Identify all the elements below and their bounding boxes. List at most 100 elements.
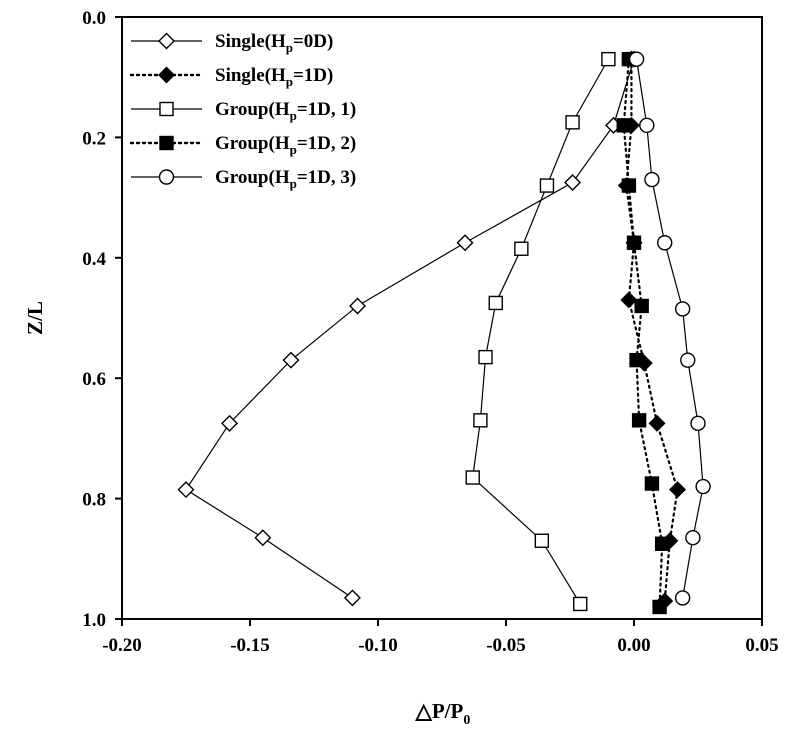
data-point-square-open <box>478 349 493 365</box>
legend-label-sub: p <box>286 74 293 89</box>
data-point-square-open <box>534 533 550 548</box>
data-point-square-open <box>514 241 529 256</box>
series-5 <box>628 51 711 606</box>
x-axis-title-main: △P/P <box>415 699 464 723</box>
legend-label-sub: p <box>286 40 293 55</box>
y-tick-label: 0.4 <box>82 249 106 270</box>
data-point-diamond-open <box>158 32 175 50</box>
data-point-square-filled <box>621 178 637 193</box>
data-point-diamond-filled <box>158 66 175 84</box>
x-tick-label: -0.05 <box>486 635 526 656</box>
y-tick-label: 0.6 <box>82 369 106 390</box>
y-tick-label: 1.0 <box>82 610 106 631</box>
y-tick-label: 0.8 <box>82 490 106 511</box>
data-point-square-filled <box>644 476 660 491</box>
legend-label-rest: =0D) <box>293 31 333 52</box>
data-point-circle-open <box>628 51 645 67</box>
data-point-circle-open <box>657 235 673 251</box>
data-point-diamond-open <box>343 589 361 607</box>
data-point-square-open <box>465 470 480 485</box>
series-line <box>625 58 679 603</box>
data-point-circle-open <box>695 478 711 495</box>
legend-label-main: Group(H <box>215 167 290 188</box>
legend-label: Group(Hp=1D, 3) <box>215 167 356 191</box>
legend-label: Group(Hp=1D, 1) <box>215 99 356 123</box>
legend-entry-3: Group(Hp=1D, 1) <box>131 99 356 123</box>
legend-label-sub: p <box>290 142 297 157</box>
series-3 <box>465 51 616 612</box>
legend-label-rest: =1D, 3) <box>297 167 356 188</box>
plot-frame <box>121 16 763 620</box>
x-axis-title: △P/P0 <box>415 699 471 728</box>
data-point-square-filled <box>631 413 647 428</box>
data-point-circle-open <box>639 117 655 134</box>
legend-label-main: Group(H <box>215 99 290 120</box>
data-point-diamond-open <box>282 351 300 369</box>
data-point-circle-open <box>644 171 660 188</box>
data-point-square-filled <box>616 118 631 133</box>
data-point-circle-open <box>690 415 706 432</box>
data-point-diamond-filled <box>648 414 666 432</box>
legend-label: Group(Hp=1D, 2) <box>215 133 356 157</box>
data-point-square-open <box>539 178 555 193</box>
series-line <box>622 58 664 609</box>
y-axis-title: Z/L <box>23 301 47 335</box>
data-point-square-open <box>565 115 580 130</box>
legend-entry-4: Group(Hp=1D, 2) <box>129 133 356 157</box>
data-point-square-filled <box>626 235 642 250</box>
x-tick-label: 0.05 <box>745 635 778 656</box>
legend-label-sub: p <box>290 176 297 191</box>
data-point-square-filled <box>629 352 644 368</box>
legend-label-rest: =1D) <box>293 65 333 86</box>
data-point-diamond-open <box>456 234 474 252</box>
y-tick-label: 0.0 <box>82 8 106 29</box>
data-point-square-open <box>601 51 616 67</box>
series-line <box>635 59 704 599</box>
x-tick-label: -0.20 <box>102 635 142 656</box>
data-point-diamond-filled <box>620 291 638 309</box>
data-point-circle-open <box>685 530 701 546</box>
data-point-square-open <box>159 101 174 117</box>
series-4 <box>616 51 670 615</box>
legend-label: Single(Hp=0D) <box>215 31 333 55</box>
data-point-square-open <box>473 413 488 428</box>
y-tick-label: 0.2 <box>82 128 106 149</box>
legend: Single(Hp=0D)Single(Hp=1D)Group(Hp=1D, 1… <box>129 31 356 191</box>
legend-entry-1: Single(Hp=0D) <box>131 31 333 55</box>
data-point-circle-open <box>158 169 175 185</box>
data-point-square-filled <box>652 599 667 615</box>
series-line <box>472 58 609 605</box>
x-tick-label: -0.15 <box>230 635 270 656</box>
data-point-diamond-open <box>254 529 272 547</box>
legend-label-rest: =1D, 2) <box>297 133 356 154</box>
data-point-diamond-open <box>221 414 239 432</box>
legend-label-main: Single(H <box>215 65 286 86</box>
data-point-diamond-open <box>349 297 367 315</box>
data-point-diamond-filled <box>669 481 687 499</box>
data-point-circle-open <box>674 301 691 317</box>
data-point-diamond-open <box>564 174 582 192</box>
data-point-square-filled <box>634 298 649 314</box>
data-point-circle-open <box>680 352 696 368</box>
data-point-square-open <box>488 295 503 311</box>
legend-label-rest: =1D, 1) <box>297 99 356 120</box>
series-1 <box>177 50 643 607</box>
x-tick-label: -0.10 <box>358 635 398 656</box>
x-tick-label: 0.00 <box>617 635 650 656</box>
legend-entry-2: Single(Hp=1D) <box>129 65 333 89</box>
data-point-circle-open <box>674 590 691 606</box>
legend-entry-5: Group(Hp=1D, 3) <box>131 167 356 191</box>
x-axis-title-sub: 0 <box>463 713 470 728</box>
series-2 <box>617 50 687 610</box>
legend-label-sub: p <box>290 108 297 123</box>
data-point-square-filled <box>654 536 670 551</box>
legend-label: Single(Hp=1D) <box>215 65 333 89</box>
data-point-square-filled <box>159 135 174 151</box>
series-layer <box>177 50 711 615</box>
legend-label-main: Group(H <box>215 133 290 154</box>
data-point-square-open <box>573 596 588 612</box>
data-point-diamond-open <box>177 481 195 499</box>
plot-area: -0.20 -0.15 -0.10 -0.05 0.00 0.05 0.0 0.2 0.4 0.6… <box>82 8 778 656</box>
legend-label-main: Single(H <box>215 31 286 52</box>
series-line <box>185 58 635 599</box>
